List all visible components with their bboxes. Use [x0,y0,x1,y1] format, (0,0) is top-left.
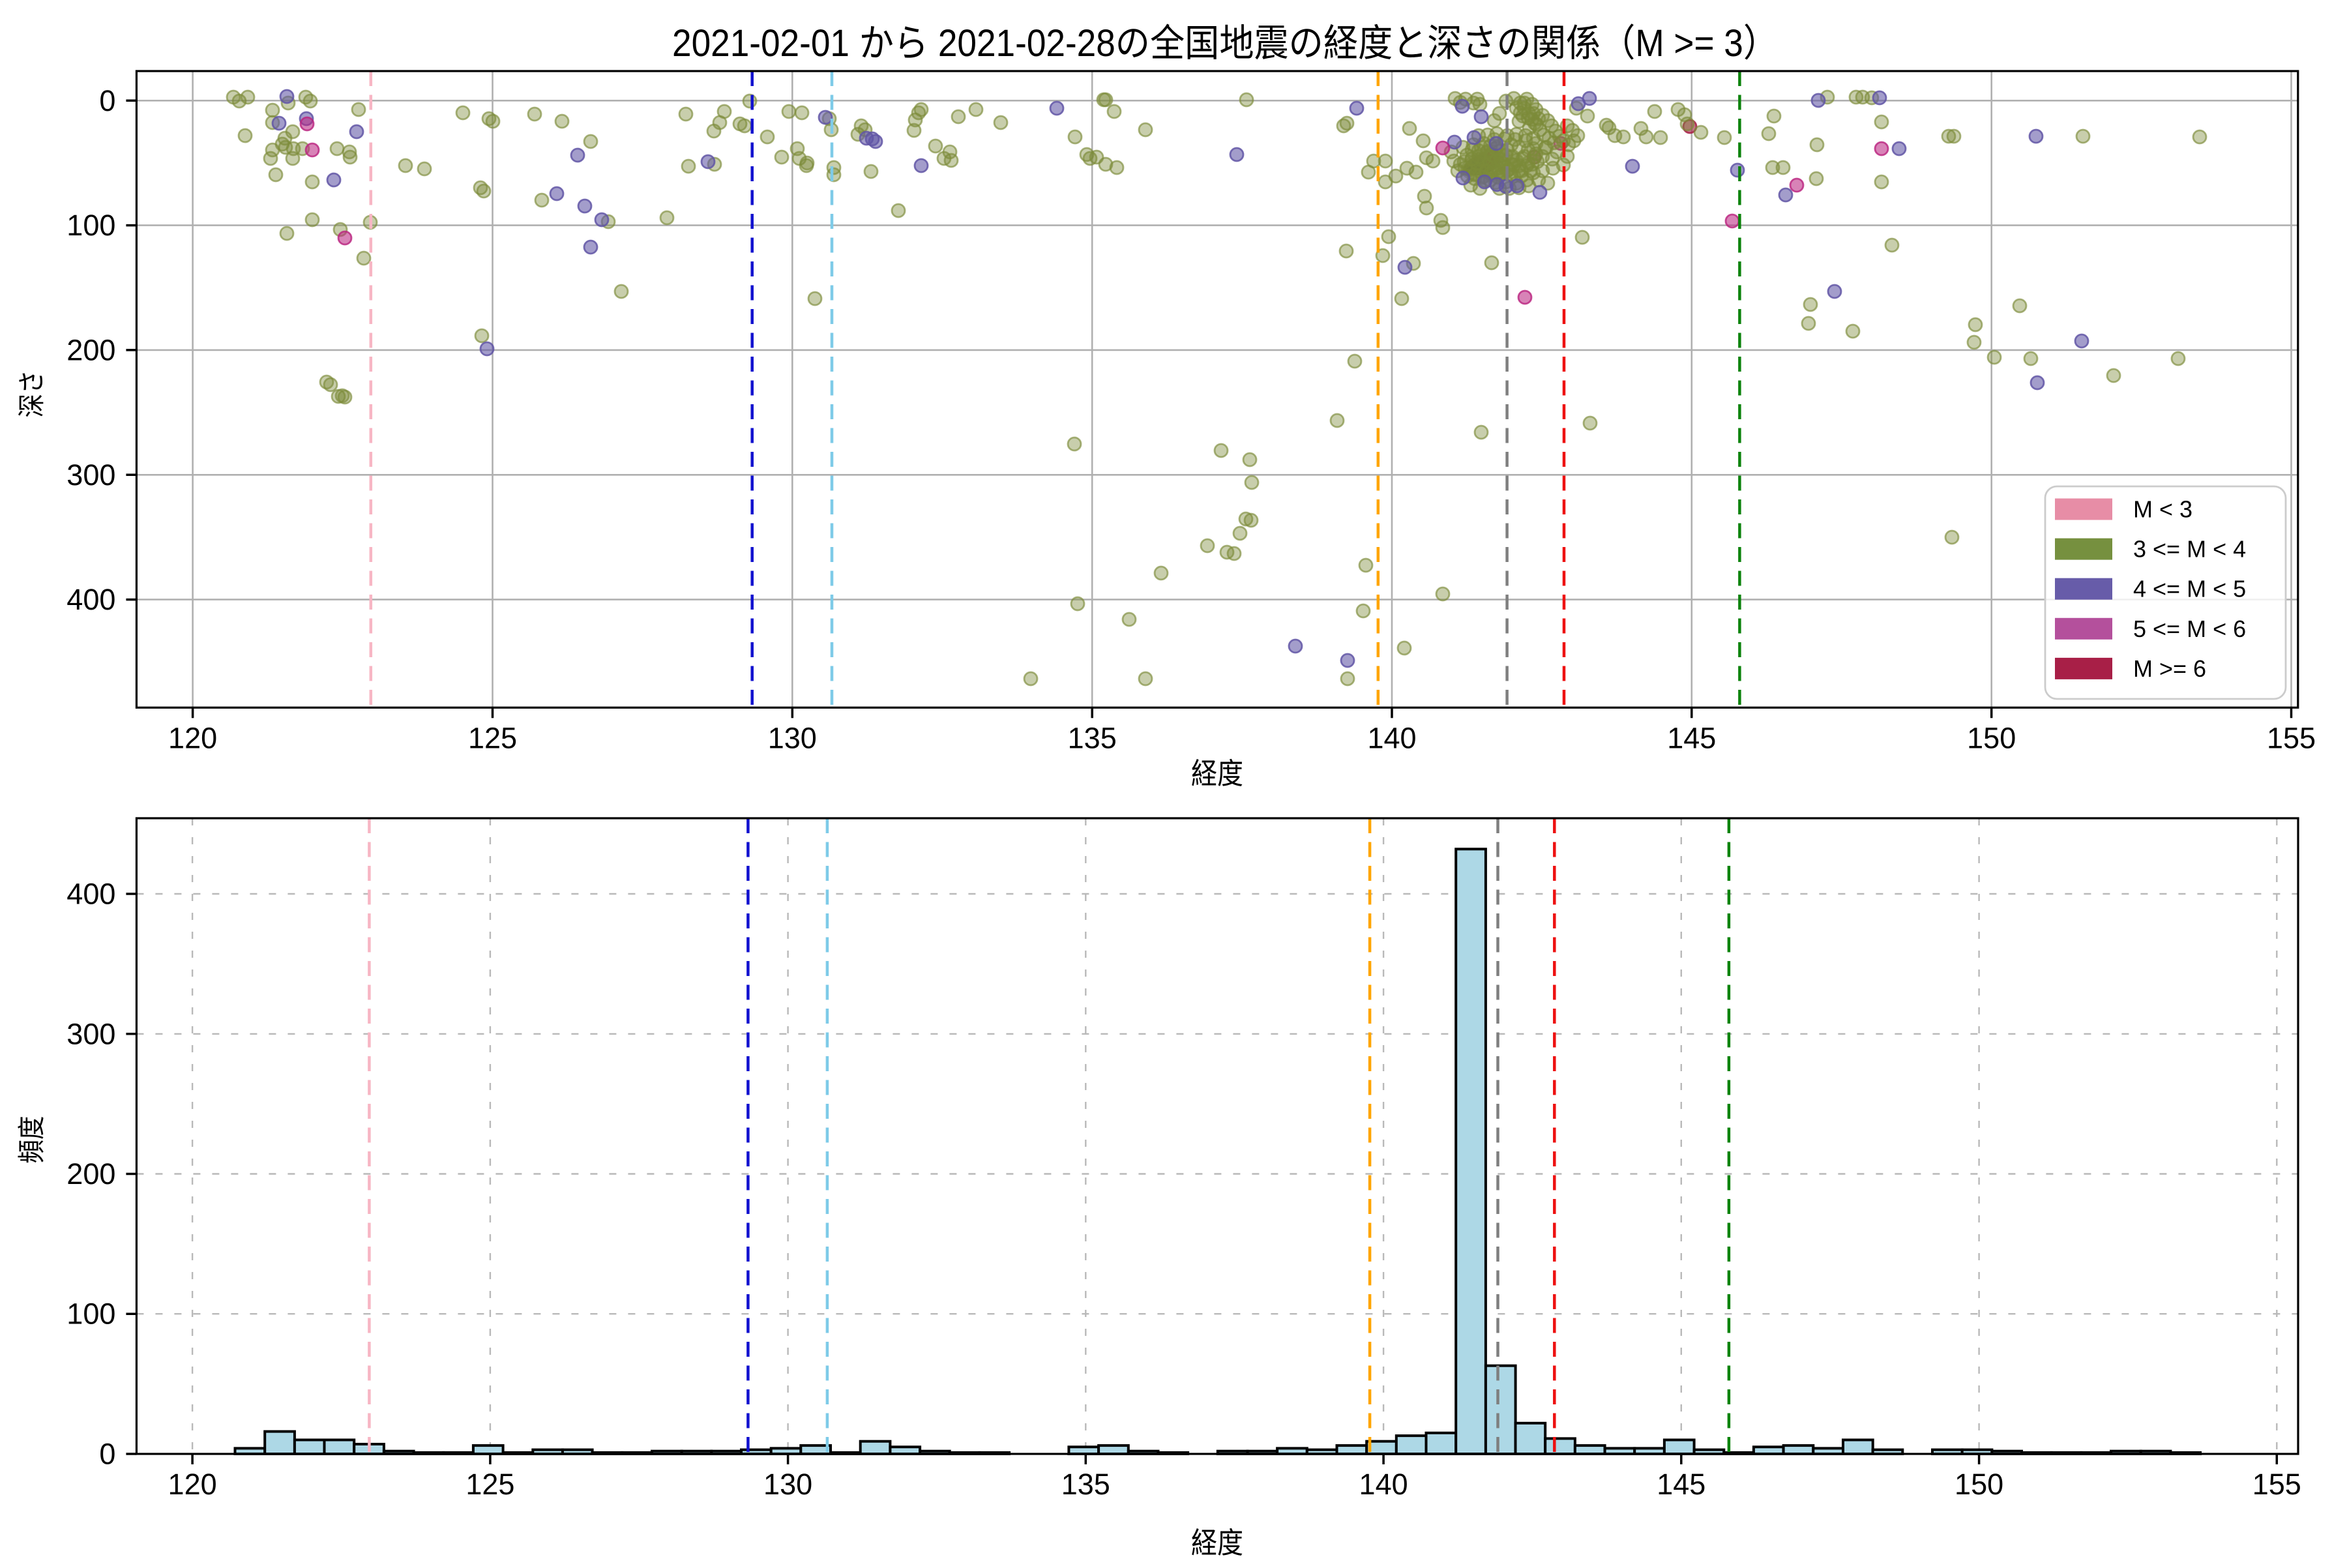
svg-text:0: 0 [99,84,115,117]
svg-text:M >= 6: M >= 6 [2133,655,2206,682]
svg-text:125: 125 [468,721,517,754]
svg-text:100: 100 [66,209,115,242]
svg-text:150: 150 [1955,1468,2003,1501]
svg-text:300: 300 [66,1017,115,1050]
svg-text:5 <= M < 6: 5 <= M < 6 [2133,615,2246,642]
svg-text:145: 145 [1667,721,1716,754]
svg-text:200: 200 [66,333,115,366]
svg-text:400: 400 [66,878,115,911]
svg-text:200: 200 [66,1157,115,1191]
svg-text:2021-02-01 から 2021-02-28の全国地震の: 2021-02-01 から 2021-02-28の全国地震の経度と深さの関係（M… [672,22,1778,65]
svg-text:400: 400 [66,583,115,616]
svg-text:120: 120 [168,721,217,754]
svg-text:頻度: 頻度 [16,1116,47,1164]
svg-text:140: 140 [1359,1468,1408,1501]
svg-text:4 <= M < 5: 4 <= M < 5 [2133,576,2246,602]
svg-text:深さ: 深さ [16,370,47,418]
svg-text:155: 155 [2267,721,2316,754]
svg-text:0: 0 [99,1438,115,1471]
svg-text:140: 140 [1367,721,1416,754]
svg-text:3 <= M < 4: 3 <= M < 4 [2133,536,2246,563]
svg-text:M < 3: M < 3 [2133,496,2192,523]
svg-text:135: 135 [1068,721,1117,754]
svg-text:130: 130 [768,721,817,754]
svg-text:経度: 経度 [1191,757,1243,790]
svg-text:125: 125 [465,1468,514,1501]
svg-text:155: 155 [2252,1468,2301,1501]
svg-text:145: 145 [1657,1468,1705,1501]
svg-text:100: 100 [66,1297,115,1331]
svg-text:130: 130 [763,1468,812,1501]
svg-text:300: 300 [66,458,115,492]
svg-text:150: 150 [1967,721,2016,754]
svg-text:経度: 経度 [1191,1526,1243,1560]
svg-text:135: 135 [1061,1468,1110,1501]
svg-text:120: 120 [168,1468,217,1501]
